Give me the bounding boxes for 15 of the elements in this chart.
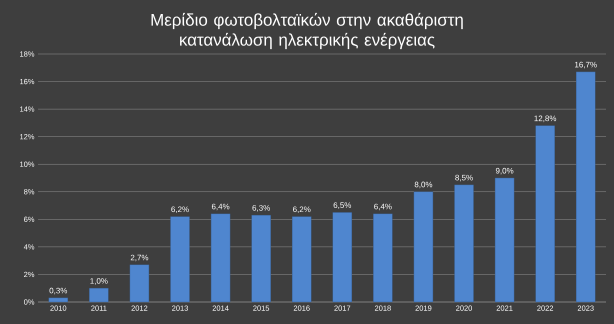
bar: [89, 288, 109, 302]
bar: [251, 215, 271, 302]
bar: [576, 72, 596, 302]
bar: [535, 125, 555, 302]
bar: [454, 184, 474, 302]
bar: [494, 178, 514, 302]
bar: [332, 212, 352, 302]
bar: [130, 264, 150, 302]
bar: [170, 216, 190, 302]
bar: [48, 298, 68, 302]
bar: [210, 214, 230, 302]
bar: [414, 192, 434, 302]
chart-title: Μερίδιο φωτοβολταϊκών στην ακαθάριστη κατανάλωση ηλεκτρικής ενέργειας: [152, 12, 463, 50]
bar: [292, 216, 312, 302]
bar: [373, 214, 393, 302]
